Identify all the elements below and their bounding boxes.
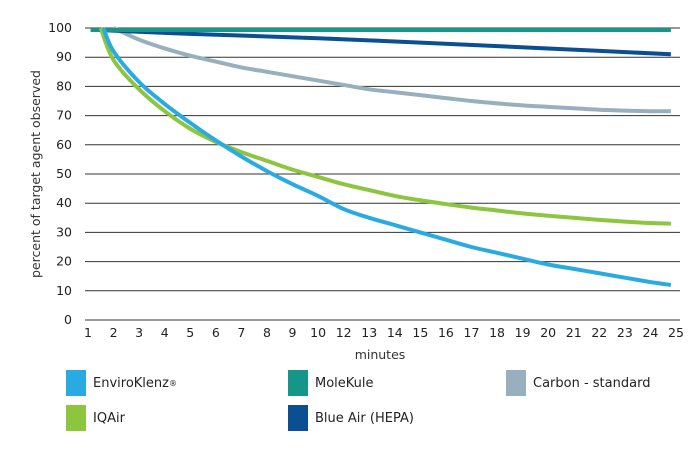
series-line-enviroklenz [101,27,672,287]
x-tick-label: 7 [237,325,245,340]
x-tick-label: 5 [186,325,194,340]
legend-swatch [288,370,308,396]
legend-label: IQAir [93,410,125,426]
y-tick-label: 30 [56,224,72,239]
legend-swatch [66,405,86,431]
x-tick-label: 23 [617,325,633,340]
x-tick-label: 14 [387,325,403,340]
x-tick-label: 13 [361,325,377,340]
legend-label: Carbon - standard [533,375,651,391]
legend-item-blue-air-hepa: Blue Air (HEPA) [288,405,414,431]
series-line-iqair [98,27,671,226]
x-tick-label: 24 [642,325,658,340]
x-tick-label: 20 [540,325,556,340]
y-tick-label: 70 [56,108,72,123]
x-tick-label: 1 [84,325,92,340]
legend-label: EnviroKlenz [93,375,169,391]
y-tick-label: 100 [48,20,72,35]
x-tick-label: 21 [566,325,582,340]
registered-mark: ® [168,378,177,388]
x-tick-label: 8 [263,325,271,340]
series-line-blue-air-hepa [98,28,671,57]
y-tick-label: 90 [56,49,72,64]
y-tick-label: 0 [64,312,72,327]
legend-item-enviroklenz: EnviroKlenz ® [66,370,177,396]
y-tick-label: 60 [56,137,72,152]
x-tick-label: 2 [110,325,118,340]
x-tick-label: 16 [438,325,454,340]
x-tick-label: 9 [289,325,297,340]
x-tick-label: 22 [591,325,607,340]
x-tick-label: 10 [310,325,326,340]
x-tick-label: 12 [336,325,352,340]
x-tick-label: 4 [161,325,169,340]
legend-swatch [66,370,86,396]
y-axis-label: percent of target agent observed [28,70,43,278]
x-tick-label: 6 [212,325,220,340]
legend-item-carbon-standard: Carbon - standard [506,370,650,396]
legend-item-molekule: MoleKule [288,370,374,396]
y-tick-label: 80 [56,78,72,93]
x-tick-label: 17 [464,325,480,340]
series-line-carbon-standard [112,26,671,114]
y-tick-label: 40 [56,195,72,210]
x-tick-label: 18 [489,325,505,340]
legend-label: Blue Air (HEPA) [315,410,414,426]
y-tick-label: 50 [56,166,72,181]
x-tick-label: 25 [668,325,684,340]
x-axis-label: minutes [355,347,406,362]
x-tick-label: 3 [135,325,143,340]
x-tick-label: 19 [515,325,531,340]
legend-label: MoleKule [315,375,374,391]
y-tick-label: 10 [56,283,72,298]
legend-swatch [506,370,526,396]
x-tick-label: 15 [412,325,428,340]
legend-swatch [288,405,308,431]
y-tick-label: 20 [56,254,72,269]
legend-item-iqair: IQAir [66,405,125,431]
